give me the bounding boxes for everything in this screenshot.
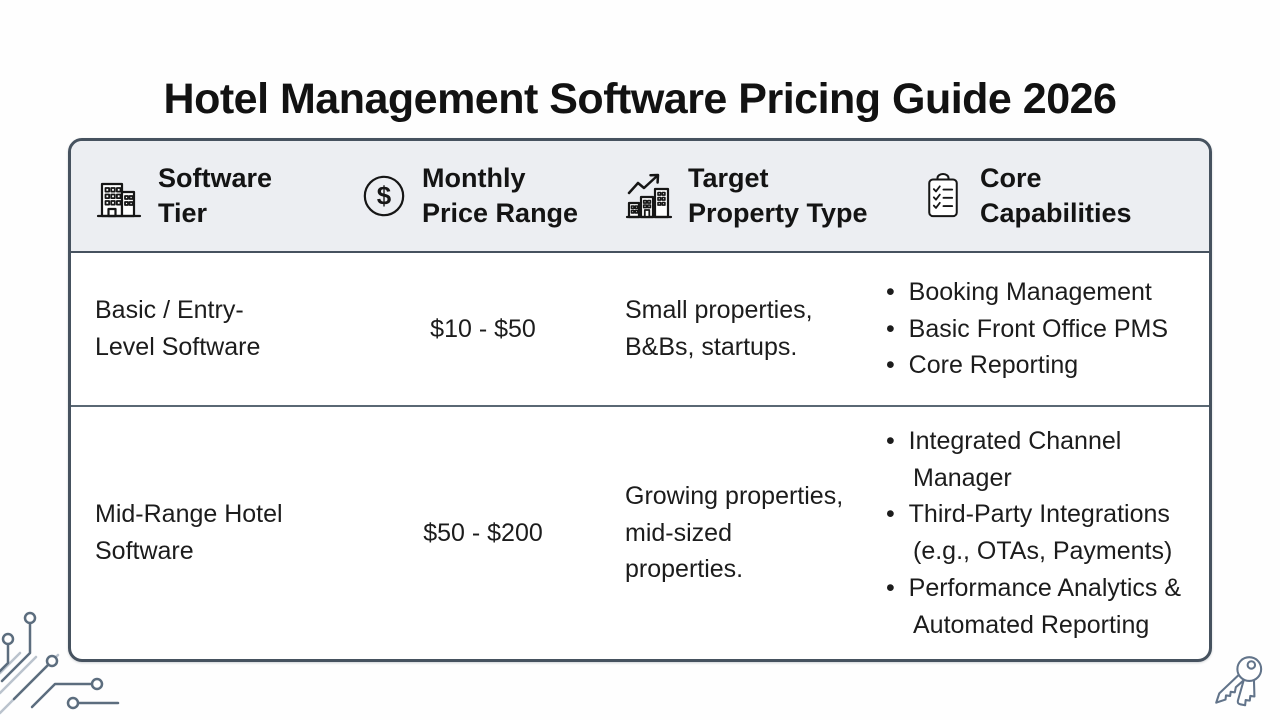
circuit-decoration bbox=[0, 575, 150, 720]
header-monthly-price: $ Monthly Price Range bbox=[361, 161, 625, 230]
svg-text:$: $ bbox=[377, 183, 392, 211]
buildings-icon bbox=[95, 172, 143, 220]
tier-cell: Mid-Range Hotel Software bbox=[95, 500, 283, 565]
keys-icon bbox=[1210, 651, 1272, 718]
header-label-target-property: Target Property Type bbox=[688, 163, 868, 228]
checklist-clipboard-icon bbox=[921, 172, 965, 220]
table-header-row: Software Tier $ Monthly Price Range bbox=[71, 141, 1209, 253]
capabilities-list: Booking Management Basic Front Office PM… bbox=[886, 274, 1168, 384]
pricing-table: Software Tier $ Monthly Price Range bbox=[68, 138, 1212, 662]
page-title: Hotel Management Software Pricing Guide … bbox=[163, 74, 1117, 123]
table-row: Mid-Range Hotel Software $50 - $200 Grow… bbox=[71, 405, 1209, 659]
capability-item: Third-Party Integrations (e.g., OTAs, Pa… bbox=[886, 496, 1201, 570]
capabilities-list: Integrated Channel Manager Third-Party I… bbox=[886, 423, 1201, 644]
table-row: Basic / Entry-Level Software $10 - $50 S… bbox=[71, 253, 1209, 405]
header-label-monthly-price: Monthly Price Range bbox=[422, 163, 579, 228]
header-core-capabilities: Core Capabilities bbox=[886, 161, 1209, 230]
capability-item: Booking Management bbox=[886, 274, 1168, 311]
header-label-software-tier: Software Tier bbox=[158, 163, 273, 228]
header-label-core-capabilities: Core Capabilities bbox=[980, 163, 1132, 228]
dollar-circle-icon: $ bbox=[361, 173, 407, 219]
capability-item: Integrated Channel Manager bbox=[886, 423, 1201, 497]
price-cell: $50 - $200 bbox=[423, 518, 543, 547]
header-target-property: Target Property Type bbox=[625, 161, 886, 230]
capability-item: Basic Front Office PMS bbox=[886, 311, 1168, 348]
header-software-tier: Software Tier bbox=[71, 161, 361, 230]
capability-item: Performance Analytics & Automated Report… bbox=[886, 570, 1201, 644]
price-cell: $10 - $50 bbox=[430, 314, 536, 343]
target-cell: Growing properties, mid-sized properties… bbox=[625, 481, 844, 584]
tier-cell: Basic / Entry-Level Software bbox=[95, 296, 261, 361]
capabilities-cell: Booking Management Basic Front Office PM… bbox=[886, 253, 1209, 405]
growth-chart-icon bbox=[625, 172, 673, 220]
capabilities-cell: Integrated Channel Manager Third-Party I… bbox=[886, 407, 1209, 659]
capability-item: Core Reporting bbox=[886, 347, 1168, 384]
target-cell: Small properties, B&Bs, startups. bbox=[625, 296, 813, 361]
